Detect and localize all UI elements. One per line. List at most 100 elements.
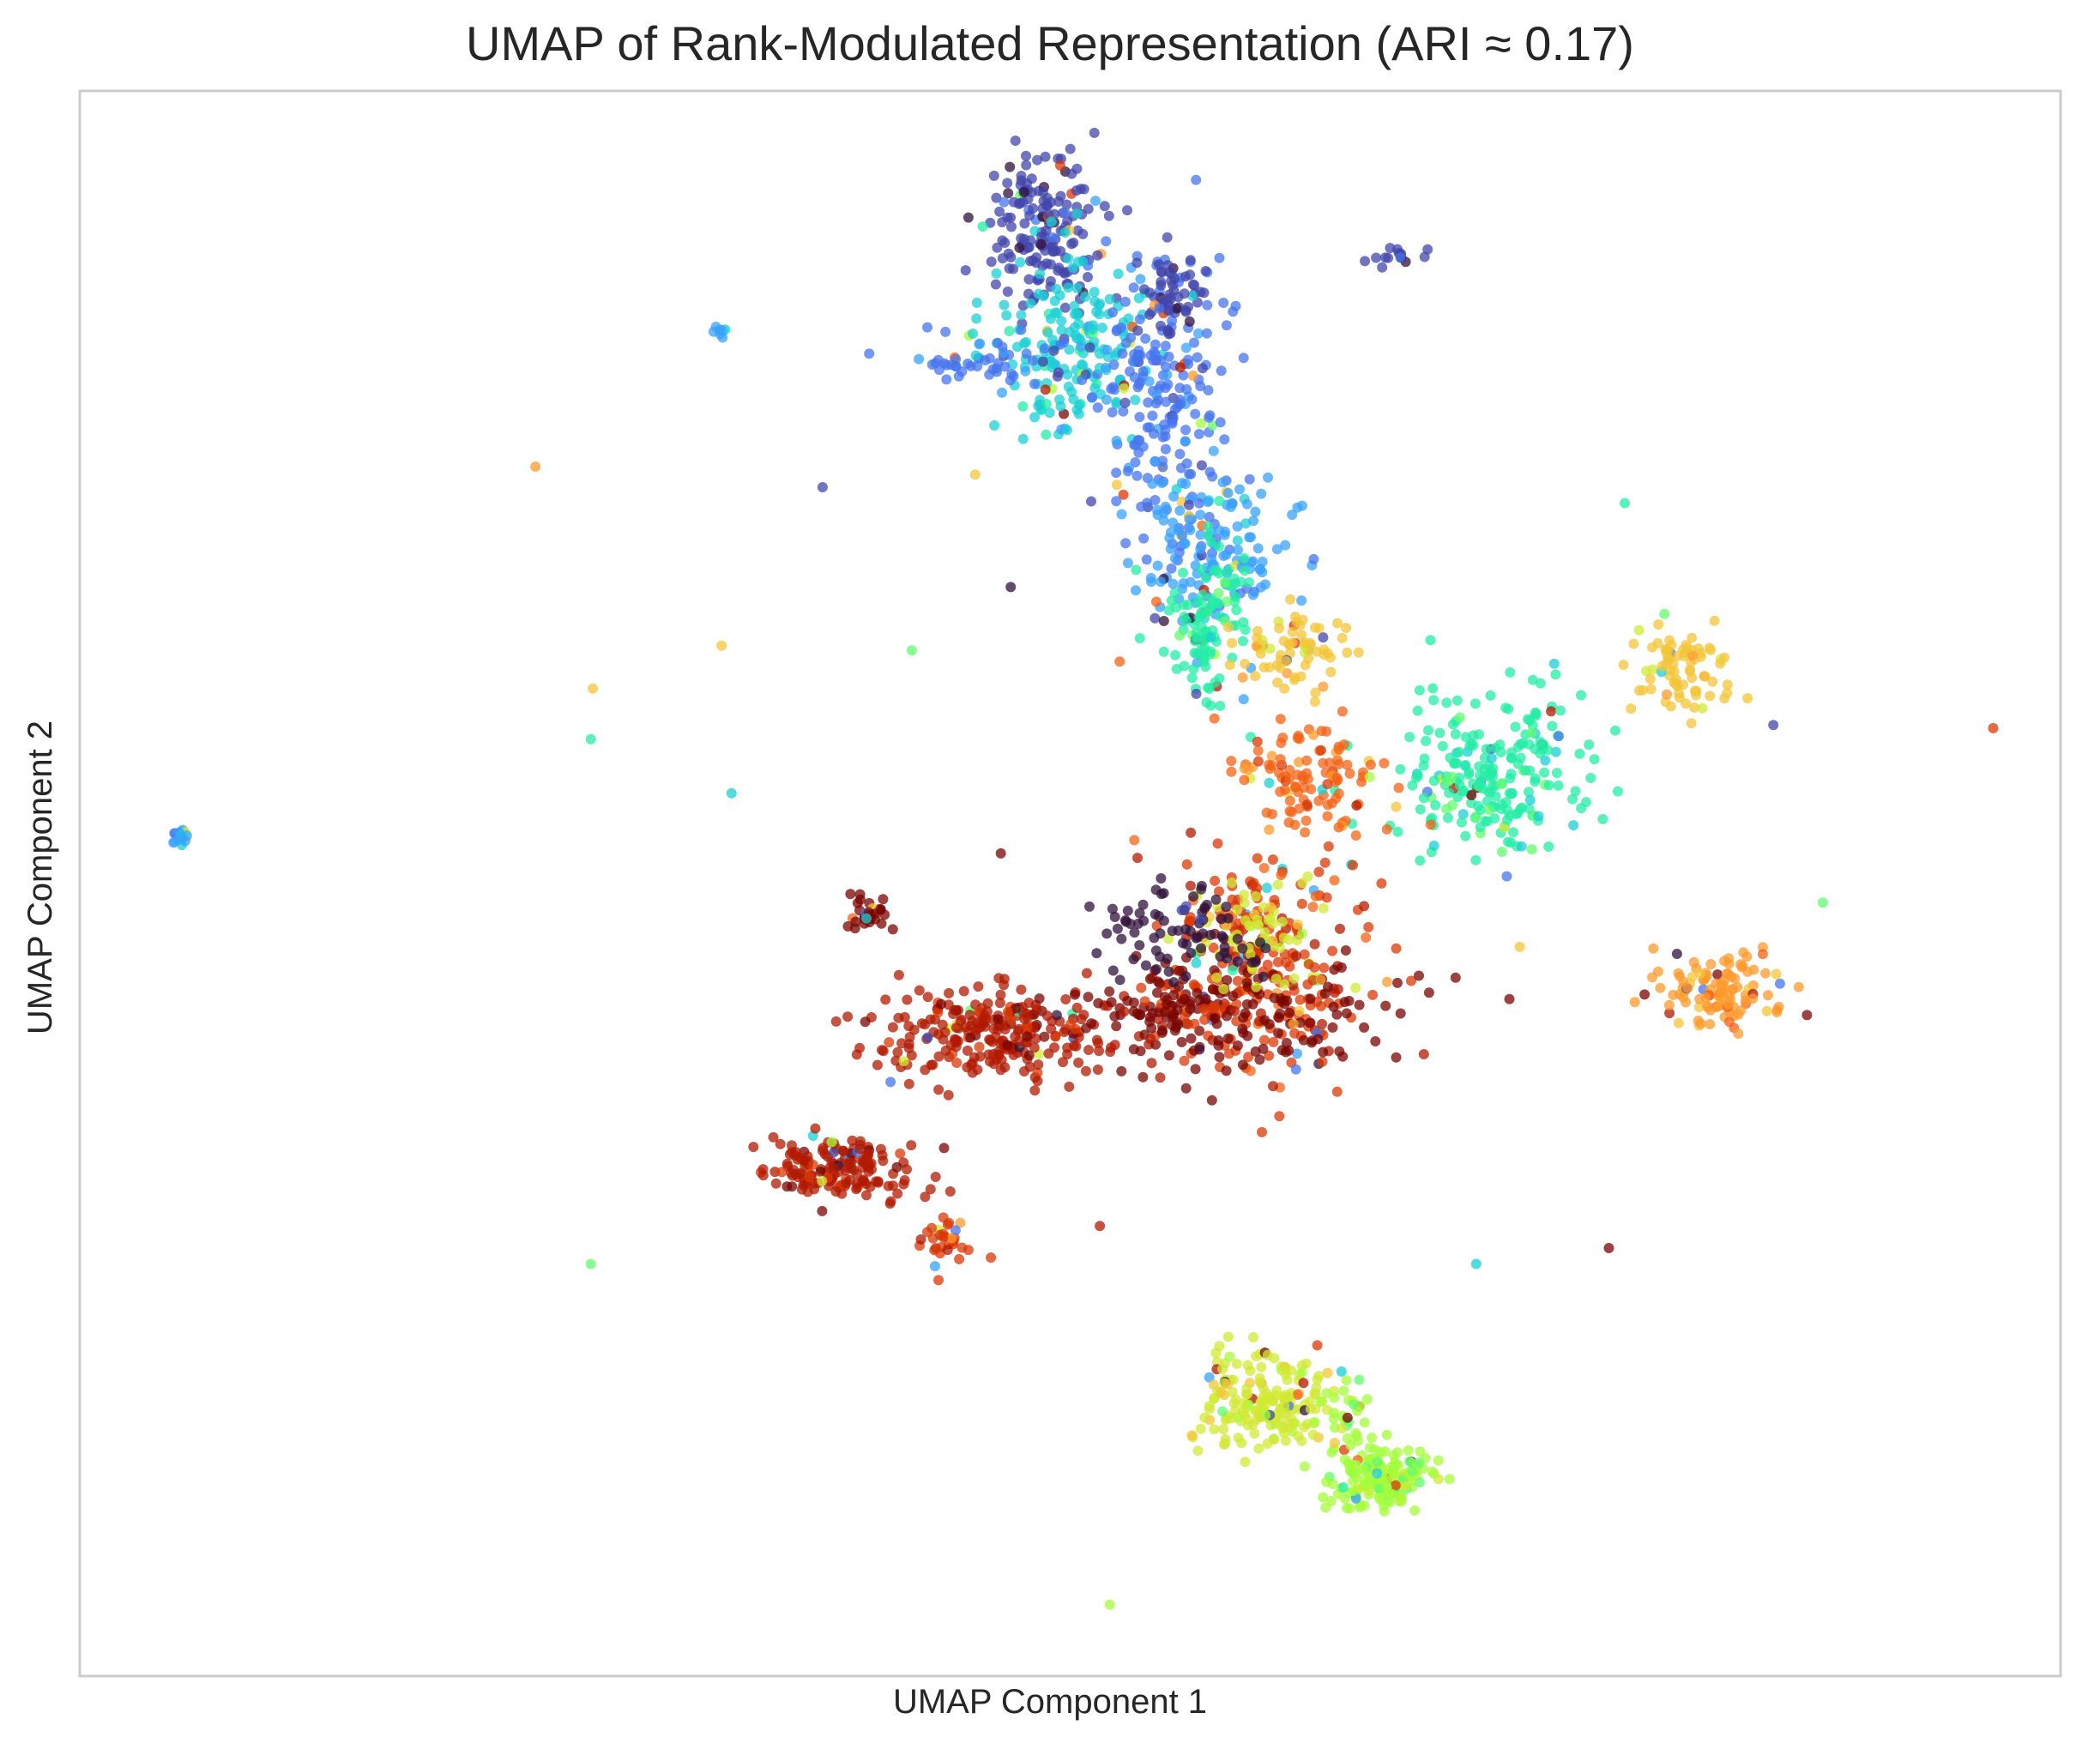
scatter-point <box>1195 418 1206 429</box>
scatter-point <box>1203 385 1214 395</box>
scatter-point <box>1109 1010 1120 1022</box>
scatter-point <box>1308 729 1319 740</box>
scatter-point <box>1425 635 1436 646</box>
scatter-point <box>1073 318 1084 329</box>
scatter-point <box>1185 1004 1196 1015</box>
scatter-point <box>1719 652 1730 663</box>
scatter-point <box>1354 1374 1365 1385</box>
scatter-point <box>1294 757 1304 768</box>
scatter-point <box>1089 127 1100 138</box>
scatter-point <box>1370 1036 1381 1046</box>
scatter-point <box>1359 1500 1370 1511</box>
scatter-point <box>1128 282 1139 293</box>
scatter-point <box>1444 1474 1455 1485</box>
scatter-point <box>1283 638 1294 649</box>
scatter-point <box>1524 787 1534 798</box>
scatter-point <box>1359 1417 1370 1428</box>
scatter-point <box>1284 795 1295 806</box>
scatter-point <box>1633 624 1644 636</box>
scatter-point <box>1183 359 1194 370</box>
scatter-point <box>1190 408 1201 419</box>
scatter-point <box>807 1160 818 1170</box>
scatter-point <box>1687 632 1698 643</box>
scatter-point <box>1400 1481 1411 1492</box>
scatter-point <box>1240 1008 1251 1019</box>
scatter-point <box>1313 623 1325 634</box>
scatter-point <box>1719 974 1730 986</box>
scatter-point <box>1166 275 1177 286</box>
scatter-point <box>1174 505 1186 516</box>
scatter-point <box>1222 1010 1233 1022</box>
scatter-point <box>1162 260 1174 271</box>
scatter-point <box>1687 672 1698 684</box>
scatter-point <box>1723 958 1735 969</box>
scatter-point <box>1733 1028 1744 1039</box>
scatter-point <box>970 350 981 361</box>
scatter-point <box>1002 1040 1013 1051</box>
scatter-point <box>1681 698 1692 709</box>
scatter-point <box>1174 362 1186 373</box>
scatter-point <box>880 994 891 1005</box>
scatter-point <box>1248 516 1259 527</box>
scatter-point <box>1460 830 1471 841</box>
scatter-point <box>1296 898 1307 909</box>
scatter-point <box>980 355 991 365</box>
scatter-point <box>1033 1059 1044 1070</box>
scatter-point <box>1359 1022 1370 1033</box>
scatter-point <box>1276 870 1287 880</box>
scatter-point <box>1072 225 1083 236</box>
scatter-point <box>1005 582 1017 593</box>
scatter-point <box>1180 539 1191 549</box>
scatter-point <box>1222 1331 1234 1342</box>
scatter-point <box>970 1025 981 1035</box>
scatter-point <box>1337 1051 1349 1062</box>
scatter-point <box>1306 784 1317 794</box>
scatter-point <box>1196 598 1207 609</box>
scatter-point <box>1076 341 1086 353</box>
scatter-point <box>1242 764 1253 775</box>
scatter-point <box>1705 691 1716 702</box>
scatter-point <box>1293 1431 1304 1442</box>
scatter-point <box>1180 1083 1192 1094</box>
scatter-point <box>1705 959 1717 969</box>
scatter-point <box>1146 576 1156 588</box>
scatter-point <box>1341 623 1352 633</box>
scatter-point <box>1116 1065 1127 1077</box>
scatter-point <box>1032 154 1043 166</box>
scatter-point <box>1185 880 1196 891</box>
scatter-point <box>1138 899 1149 910</box>
scatter-point <box>1213 588 1224 599</box>
scatter-point <box>1504 993 1515 1004</box>
scatter-point <box>1163 1050 1174 1061</box>
scatter-point <box>1468 730 1479 741</box>
scatter-point <box>1184 514 1195 525</box>
scatter-point <box>1589 754 1600 765</box>
scatter-point <box>1365 759 1376 770</box>
scatter-point <box>942 1219 953 1230</box>
scatter-point <box>1381 976 1392 987</box>
scatter-point <box>1191 957 1202 968</box>
scatter-point <box>962 1245 974 1256</box>
scatter-point <box>1290 950 1301 962</box>
scatter-point <box>862 1161 873 1172</box>
scatter-point <box>1693 1016 1704 1026</box>
scatter-point <box>1134 940 1145 950</box>
scatter-point <box>1274 1111 1285 1122</box>
scatter-point <box>1170 649 1180 660</box>
scatter-point <box>837 1145 848 1156</box>
scatter-point <box>845 889 856 900</box>
scatter-point <box>1129 927 1140 938</box>
scatter-point <box>1350 830 1361 841</box>
scatter-point <box>1312 1034 1324 1045</box>
scatter-point <box>1015 197 1026 208</box>
scatter-point <box>1156 873 1167 884</box>
scatter-point <box>1322 811 1333 822</box>
scatter-point <box>1196 884 1207 895</box>
scatter-point <box>1147 410 1158 421</box>
scatter-point <box>1188 1045 1199 1056</box>
scatter-point <box>1092 1064 1103 1075</box>
scatter-point <box>848 1165 860 1175</box>
scatter-point <box>1041 429 1052 440</box>
scatter-point <box>1161 361 1171 372</box>
scatter-point <box>1705 1019 1716 1029</box>
